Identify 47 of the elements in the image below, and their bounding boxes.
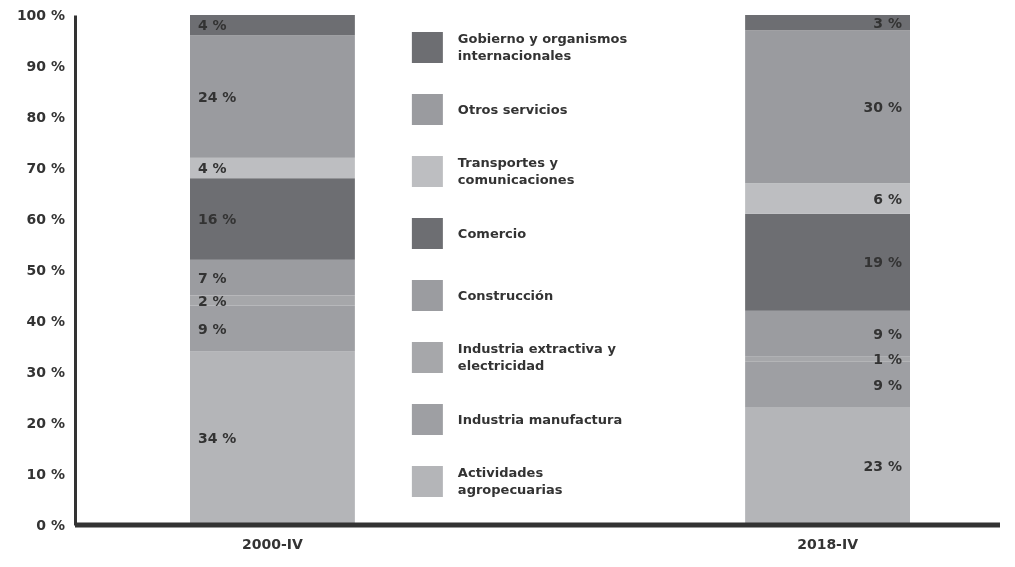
y-tick-label: 50 % — [26, 261, 65, 278]
x-tick-label: 2018-IV — [797, 535, 859, 552]
bar — [745, 15, 910, 31]
data-label: 1 % — [873, 351, 902, 368]
data-label: 19 % — [863, 254, 902, 271]
data-label: 2 % — [198, 292, 227, 309]
bar — [745, 183, 910, 214]
data-label: 6 % — [873, 190, 902, 207]
bar — [190, 351, 355, 525]
legend-label: Gobierno y organismos internacionales — [457, 31, 628, 63]
y-tick-label: 70 % — [26, 159, 65, 176]
data-label: 30 % — [863, 98, 902, 115]
legend-label: Otros servicios — [457, 102, 568, 117]
legend-label: Comercio — [457, 226, 527, 241]
bar — [190, 15, 355, 36]
data-label: 16 % — [198, 210, 237, 227]
legend-label: Actividades agropecuarias — [457, 465, 563, 497]
data-label: 23 % — [863, 458, 902, 475]
legend-label: Industria manufactura — [457, 412, 623, 427]
y-tick-label: 20 % — [26, 414, 65, 431]
data-label: 9 % — [873, 325, 902, 342]
data-label: 9 % — [198, 320, 227, 337]
legend-label: Construcción — [457, 288, 554, 303]
bar — [745, 407, 910, 525]
y-tick-label: 80 % — [26, 108, 65, 125]
bar — [190, 178, 355, 260]
data-label: 4 % — [198, 159, 227, 176]
y-tick-label: 10 % — [26, 465, 65, 482]
data-label: 24 % — [198, 88, 237, 105]
y-tick-label: 0 % — [36, 516, 65, 533]
y-tick-label: 30 % — [26, 363, 65, 380]
data-label: 3 % — [873, 14, 902, 31]
data-label: 9 % — [873, 376, 902, 393]
x-tick-label: 2000-IV — [242, 535, 304, 552]
bar — [190, 157, 355, 179]
bar — [745, 30, 910, 184]
data-label: 7 % — [198, 269, 227, 286]
legend-label: Transportes y comunicaciones — [457, 155, 575, 187]
y-tick-label: 60 % — [26, 210, 65, 227]
y-tick-label: 90 % — [26, 57, 65, 74]
legend-label: Industria extractiva y electricidad — [457, 341, 617, 373]
bar — [190, 35, 355, 158]
bar — [745, 213, 910, 311]
y-tick-label: 100 % — [16, 6, 65, 23]
data-label: 34 % — [198, 430, 237, 447]
y-tick-label: 40 % — [26, 312, 65, 329]
data-label: 4 % — [198, 17, 227, 34]
